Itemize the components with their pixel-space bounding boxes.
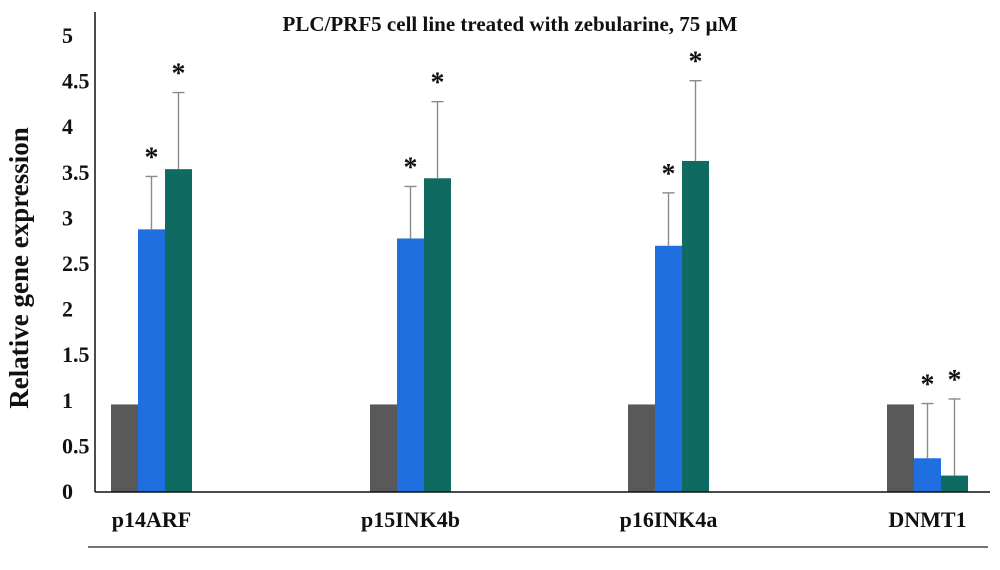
- y-tick-label: 3.5: [62, 160, 90, 185]
- bar: [138, 229, 165, 492]
- significance-markers: * * * * * * * *: [145, 47, 962, 401]
- significance-star: *: [662, 159, 676, 190]
- y-tick-label: 4.5: [62, 69, 90, 94]
- y-tick-label: 4: [62, 114, 73, 139]
- bar: [655, 245, 682, 492]
- bar: [111, 404, 138, 492]
- bars: [111, 160, 968, 493]
- significance-star: *: [948, 365, 962, 396]
- bar: [397, 238, 424, 492]
- significance-star: *: [145, 142, 159, 173]
- y-axis-label: Relative gene expression: [4, 127, 34, 408]
- y-tick-label: 3: [62, 205, 73, 230]
- y-tick-label: 5: [62, 23, 73, 48]
- significance-star: *: [431, 68, 445, 99]
- y-tick-label: 0: [62, 479, 73, 504]
- significance-star: *: [404, 152, 418, 183]
- y-tick-label: 2.5: [62, 251, 90, 276]
- y-tick-label: 1.5: [62, 342, 90, 367]
- bar: [424, 178, 451, 492]
- significance-star: *: [689, 47, 703, 78]
- bar: [941, 475, 968, 492]
- bar: [682, 160, 709, 492]
- y-tick-label: 1: [62, 388, 73, 413]
- x-category-label: p16INK4a: [620, 507, 718, 532]
- bar: [165, 169, 192, 493]
- chart-title: PLC/PRF5 cell line treated with zebulari…: [283, 12, 738, 36]
- x-category-label: p14ARF: [112, 507, 191, 532]
- significance-star: *: [172, 59, 186, 90]
- x-category-label: p15INK4b: [361, 507, 460, 532]
- y-tick-label: 2: [62, 297, 73, 322]
- x-axis-categories: p14ARF p15INK4b p16INK4a DNMT1: [112, 507, 967, 532]
- y-axis-ticks: 0 0.5 1 1.5 2 2.5 3 3.5 4 4.5 5: [62, 23, 90, 504]
- x-category-label: DNMT1: [888, 507, 966, 532]
- bar: [628, 404, 655, 492]
- y-tick-label: 0.5: [62, 433, 90, 458]
- bar: [370, 404, 397, 492]
- error-bars: [145, 79, 961, 476]
- bar: [914, 458, 941, 492]
- bar: [887, 404, 914, 492]
- significance-star: *: [921, 370, 935, 401]
